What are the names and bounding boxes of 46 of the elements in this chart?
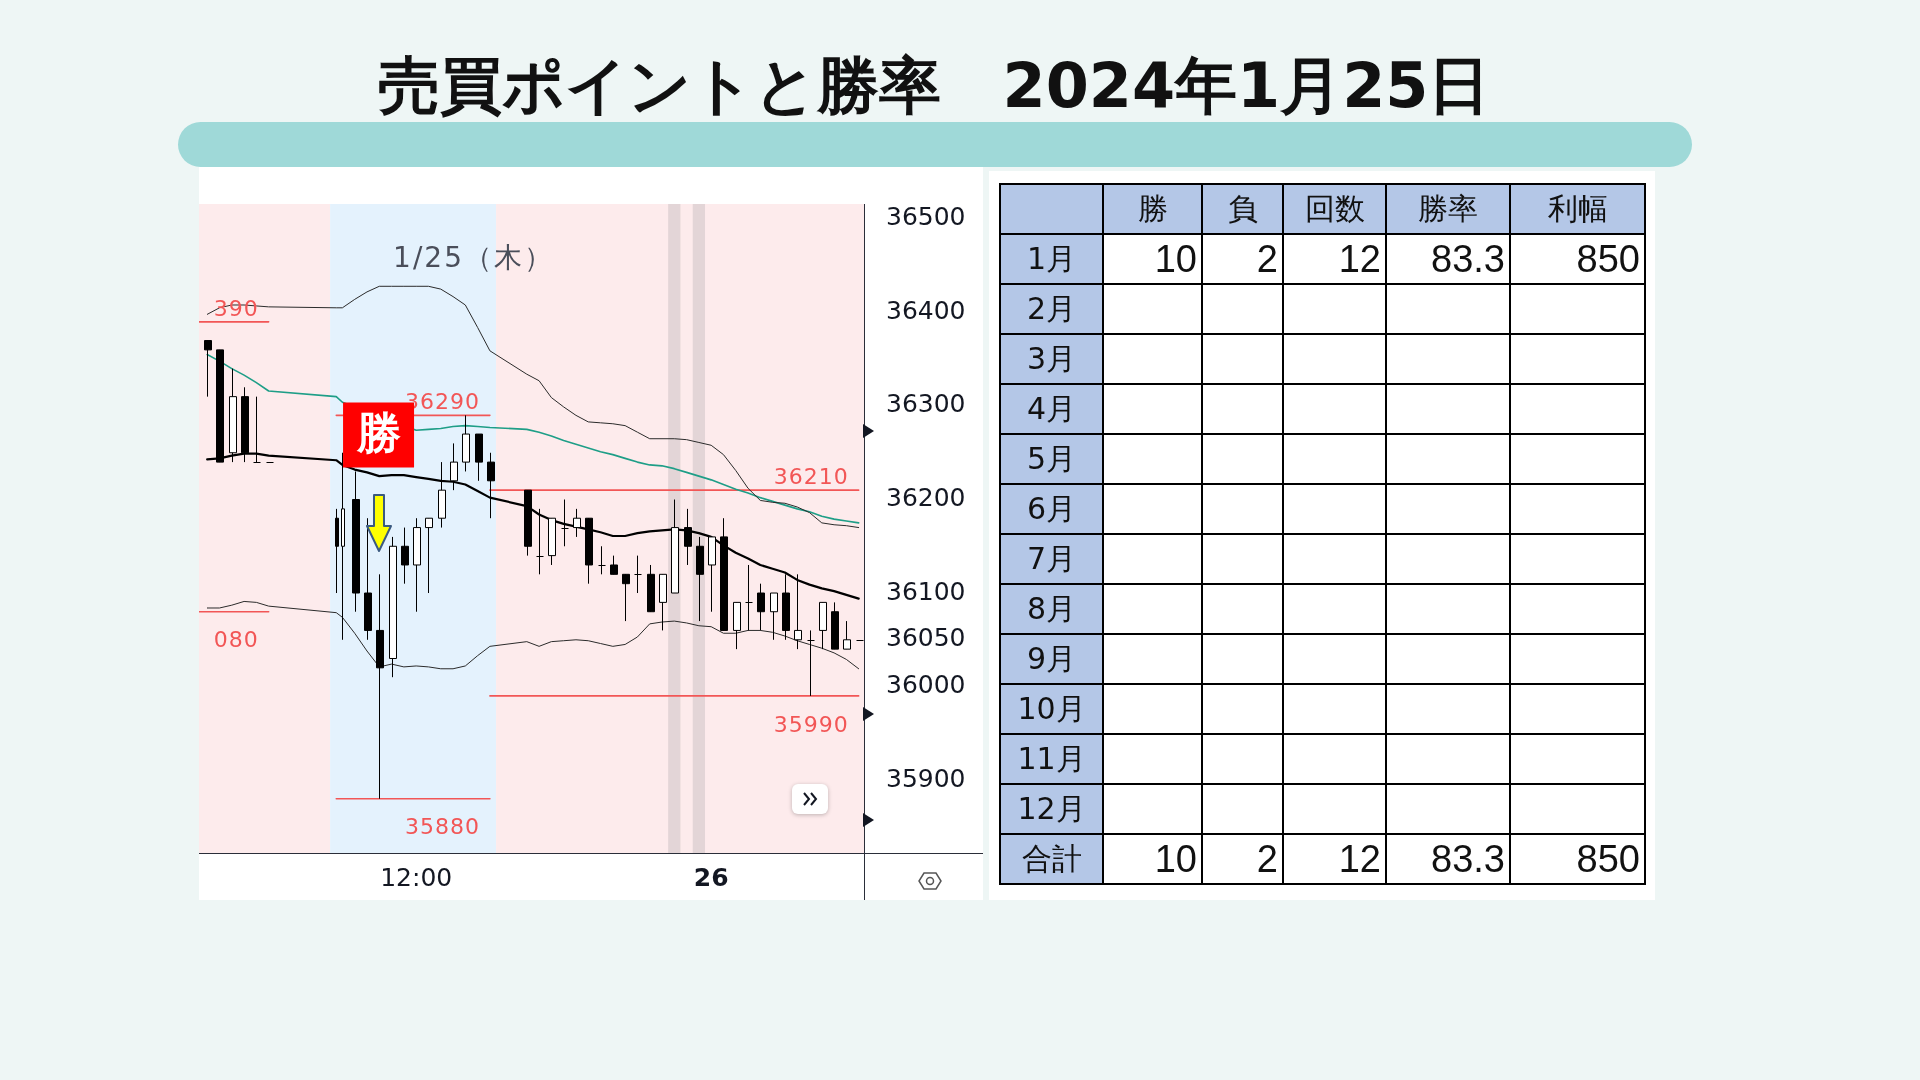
y-tick-label: 36050	[886, 623, 966, 653]
y-tick-label: 7月	[1000, 534, 1103, 584]
x-tick-label: 12:00	[380, 862, 453, 892]
y-tick-label: 36100	[886, 576, 966, 606]
data-label: 10	[1103, 234, 1202, 284]
series-label: 36290	[404, 389, 480, 415]
x-tick-label: 利幅	[1510, 184, 1645, 234]
series-label: 080	[213, 627, 259, 653]
chart-title: 売買ポイントと勝率 2024年1月25日	[376, 49, 1492, 122]
y-tick-label: 36200	[886, 483, 966, 513]
y-tick-label: 36500	[886, 202, 966, 232]
data-label: 83.3	[1386, 234, 1510, 284]
data-label: 12	[1283, 234, 1386, 284]
y-tick-label: 2月	[1000, 284, 1103, 334]
series-label: 35990	[773, 711, 849, 737]
y-tick-label: 合計	[1000, 834, 1103, 884]
y-tick-label: 1月	[1000, 234, 1103, 284]
y-tick-label: 8月	[1000, 584, 1103, 634]
series-label: 36210	[773, 463, 849, 489]
y-tick-label: 35900	[886, 763, 966, 793]
x-tick-label: 勝率	[1386, 184, 1510, 234]
data-label: 850	[1510, 234, 1645, 284]
y-tick-label: 36000	[886, 670, 966, 700]
y-tick-label: 6月	[1000, 484, 1103, 534]
annotation: 勝	[355, 407, 401, 459]
y-tick-label: 11月	[1000, 734, 1103, 784]
data-label: 2	[1202, 234, 1283, 284]
y-tick-label: 36300	[886, 389, 966, 419]
y-tick-label: 12月	[1000, 784, 1103, 834]
x-tick-label: 勝	[1103, 184, 1202, 234]
data-label: 12	[1283, 834, 1386, 884]
x-tick-label: 回数	[1283, 184, 1386, 234]
data-label: 83.3	[1386, 834, 1510, 884]
x-tick-label: 負	[1202, 184, 1283, 234]
y-tick-label: 10月	[1000, 684, 1103, 734]
series-label: 35880	[404, 814, 480, 840]
y-tick-label: 3月	[1000, 334, 1103, 384]
y-tick-label: 4月	[1000, 384, 1103, 434]
x-tick-label: 26	[693, 862, 729, 892]
y-tick-label: 36400	[886, 295, 966, 325]
band-label: 1/25（木）	[393, 241, 554, 275]
data-label: 10	[1103, 834, 1202, 884]
data-label: 850	[1510, 834, 1645, 884]
y-tick-label: 5月	[1000, 434, 1103, 484]
y-tick-label: 9月	[1000, 634, 1103, 684]
data-label: 2	[1202, 834, 1283, 884]
